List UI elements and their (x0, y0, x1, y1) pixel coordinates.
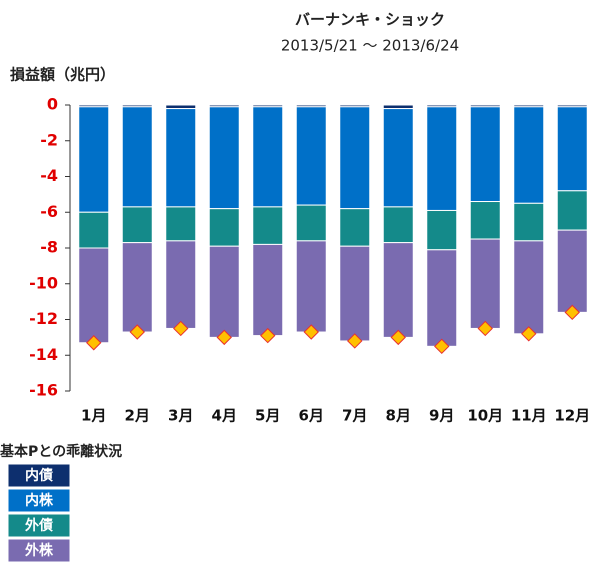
bar-segment (121, 106, 153, 208)
x-tick-label: 8月 (386, 407, 411, 425)
bar-segment (556, 229, 588, 313)
legend-swatch (7, 488, 71, 513)
x-tick-label: 6月 (299, 407, 324, 425)
bar-segment (513, 240, 545, 335)
bar-segment (208, 106, 240, 210)
bar-segment (513, 106, 545, 204)
x-tick-label: 7月 (342, 407, 367, 425)
y-tick-label: -14 (29, 345, 58, 364)
bar-segment (382, 242, 414, 338)
bar-segment (426, 106, 458, 211)
bar-segment (121, 206, 153, 244)
bar-segment (165, 240, 197, 329)
x-tick-label: 5月 (255, 407, 280, 425)
chart-subtitle: 2013/5/21 ～ 2013/6/24 (281, 37, 459, 55)
bar-segment (295, 204, 327, 242)
total-marker (86, 335, 102, 351)
bar-segment (556, 190, 588, 231)
total-marker (216, 329, 232, 346)
bar-segment (295, 106, 327, 206)
bar-segment (121, 242, 153, 333)
total-marker (173, 320, 189, 337)
y-axis-label: 損益額（兆円） (10, 66, 115, 84)
bar-segment (252, 106, 284, 208)
bar-segment (469, 238, 501, 329)
bar-segment (339, 106, 371, 210)
x-tick-label: 12月 (554, 407, 590, 425)
bar-segment (382, 104, 414, 110)
total-marker (260, 327, 276, 344)
total-marker (477, 320, 493, 337)
bar-segment (339, 208, 371, 247)
total-marker (303, 324, 319, 340)
y-tick-label: -16 (29, 381, 58, 400)
bar-segment (78, 106, 110, 213)
bar-segment (339, 245, 371, 342)
total-marker (347, 333, 363, 349)
legend-label: 外債 (25, 517, 53, 534)
x-tick-label: 4月 (212, 407, 237, 425)
y-tick-label: -6 (40, 202, 58, 221)
bar-segment (78, 211, 110, 249)
bar-segment (382, 206, 414, 244)
bar-segment (469, 106, 501, 203)
bar-segment (252, 243, 284, 337)
x-tick-label: 2月 (125, 407, 150, 425)
bar-segment (426, 249, 458, 347)
bar-segment (208, 208, 240, 247)
bar-segment (165, 206, 197, 242)
legend-swatch (7, 513, 71, 538)
bar-segment (469, 201, 501, 240)
y-tick-label: -10 (29, 273, 58, 292)
total-marker (390, 329, 406, 346)
y-tick-label: -8 (40, 238, 58, 257)
x-tick-label: 11月 (511, 407, 547, 425)
total-marker (521, 326, 537, 342)
bar-segment (165, 108, 197, 208)
y-tick-label: 0 (47, 95, 58, 114)
x-tick-label: 10月 (467, 407, 503, 425)
legend-swatch (7, 538, 71, 563)
legend-swatch (7, 463, 71, 488)
note: 基本Pとの乖離状況 (0, 443, 122, 460)
bar-segment (78, 247, 110, 344)
y-tick-label: -12 (29, 309, 58, 328)
x-tick-label: 1月 (81, 407, 106, 425)
bar-segment (513, 202, 545, 242)
x-tick-label: 9月 (429, 407, 454, 425)
chart-title: バーナンキ・ショック (295, 11, 445, 29)
y-tick-label: -4 (40, 166, 58, 185)
bar-segment (426, 209, 458, 251)
bar-segment (208, 245, 240, 338)
total-marker (129, 324, 145, 340)
bar-segment (556, 106, 588, 192)
legend-label: 内株 (25, 492, 54, 509)
bar-segment (165, 104, 197, 110)
bar-segment (295, 240, 327, 333)
y-tick-label: -2 (40, 130, 58, 149)
bar-segment (252, 206, 284, 245)
bar-segment (382, 108, 414, 208)
legend-label: 外株 (25, 542, 54, 559)
x-tick-label: 3月 (168, 407, 193, 425)
total-marker (434, 338, 450, 355)
total-marker (564, 304, 580, 321)
legend-label: 内債 (25, 467, 53, 484)
